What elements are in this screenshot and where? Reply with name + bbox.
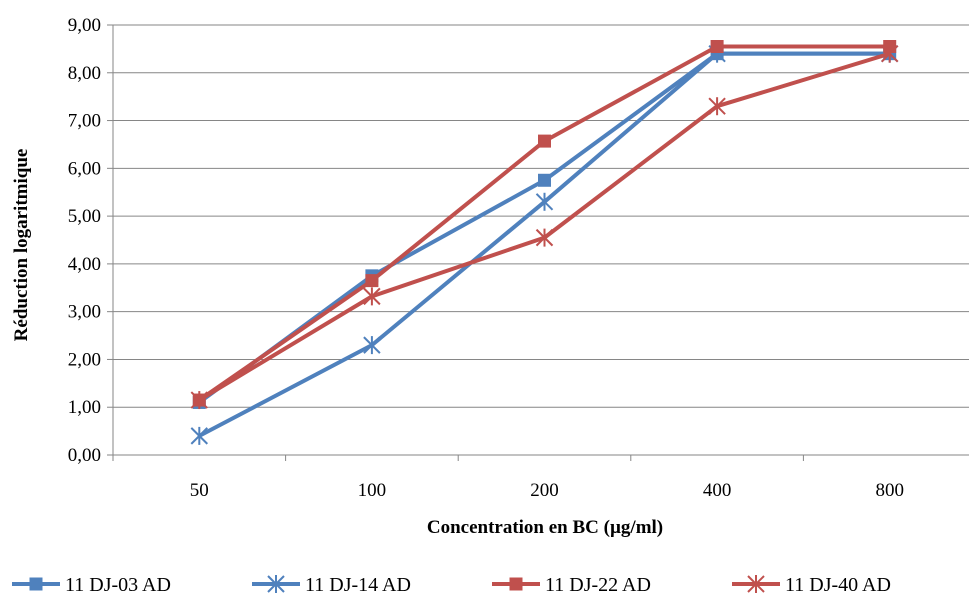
data-point	[190, 391, 209, 410]
data-point	[538, 134, 551, 148]
y-tick-label: 4,00	[68, 254, 101, 275]
data-point	[747, 575, 765, 593]
y-tick-label: 2,00	[68, 349, 101, 370]
legend: 11 DJ-03 AD 11 DJ-14 AD 11 DJ-22 AD 11 DJ-4…	[12, 574, 891, 596]
series-line	[198, 51, 891, 402]
y-tick-label: 8,00	[68, 63, 101, 84]
x-axis-title: Concentration en BC (µg/ml)	[427, 517, 663, 538]
y-tick-label: 5,00	[68, 206, 101, 227]
data-point	[535, 192, 554, 211]
series-line	[198, 51, 890, 405]
data-point	[363, 336, 381, 355]
y-tick-label: 7,00	[68, 111, 101, 132]
y-axis-title: Réduction logaritmique	[11, 149, 32, 342]
data-point	[267, 575, 285, 593]
x-tick-labels: 50 100 200 400 800	[190, 480, 904, 501]
data-point	[363, 287, 381, 306]
series-4	[190, 44, 899, 410]
legend-label: 11 DJ-14 AD	[305, 574, 411, 596]
y-tick-label: 1,00	[68, 397, 101, 418]
x-tick-label: 200	[530, 480, 559, 501]
data-point	[365, 274, 379, 288]
y-tick-label: 0,00	[68, 445, 101, 466]
series-1	[192, 47, 897, 409]
x-tick-label: 800	[875, 480, 904, 501]
x-tick-label: 100	[358, 480, 387, 501]
data-point	[538, 173, 551, 187]
y-tick-label: 3,00	[68, 302, 101, 323]
data-point	[509, 577, 523, 591]
series-3	[192, 40, 897, 407]
data-point	[710, 40, 724, 53]
legend-item: 11 DJ-14 AD	[252, 574, 411, 596]
legend-item: 11 DJ-03 AD	[12, 574, 171, 596]
x-tick-label: 400	[703, 480, 732, 501]
y-tick-label: 9,00	[68, 15, 101, 36]
data-point	[708, 97, 726, 116]
data-point	[535, 228, 554, 247]
data-point	[29, 577, 43, 591]
legend-label: 11 DJ-40 AD	[785, 574, 891, 596]
data-point	[880, 44, 899, 63]
y-tick-labels: 0,00 1,00 2,00 3,00 4,00 5,00 6,00 7,00 8,00 9,00	[68, 15, 101, 466]
legend-item: 11 DJ-40 AD	[732, 574, 891, 596]
axes	[112, 25, 969, 461]
data-point	[190, 426, 209, 445]
x-tick-label: 50	[190, 480, 209, 501]
legend-label: 11 DJ-03 AD	[65, 574, 171, 596]
series-layer	[190, 40, 899, 445]
y-tick-label: 6,00	[68, 158, 101, 179]
series-line	[198, 44, 890, 402]
legend-item: 11 DJ-22 AD	[492, 574, 651, 596]
legend-label: 11 DJ-22 AD	[545, 574, 651, 596]
